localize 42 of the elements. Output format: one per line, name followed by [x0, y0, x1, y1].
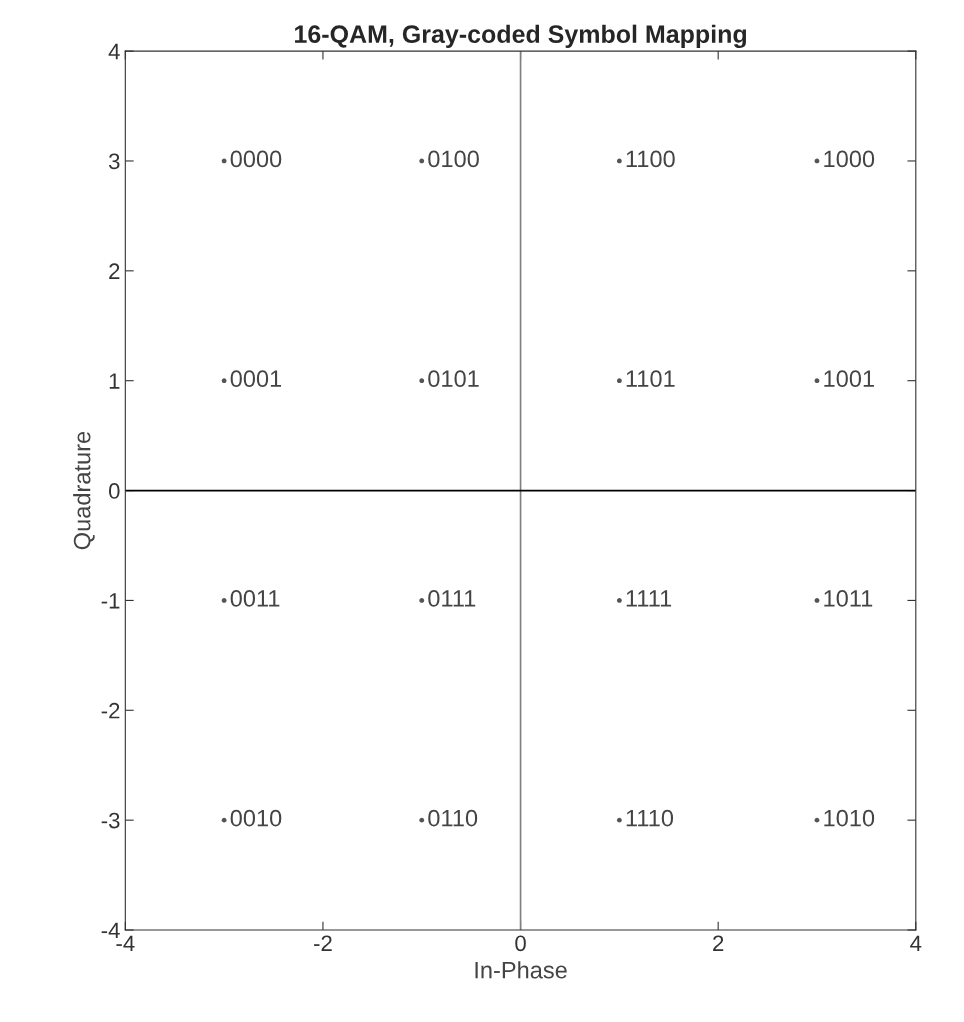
y-tick-label: 3 [108, 153, 120, 170]
annotation: 0000 [230, 150, 282, 168]
annotation: 1001 [824, 370, 874, 388]
annotation: 1110 [626, 809, 674, 827]
annotation: 0101 [428, 370, 479, 388]
point [419, 378, 425, 384]
point [419, 598, 425, 603]
point [616, 158, 622, 164]
chart-title: 16-QAM, Gray-coded Symbol Mapping [295, 24, 747, 49]
x-axis-title: In-Phase [475, 961, 567, 979]
annotation: 1111 [626, 590, 672, 607]
annotation: 1011 [824, 590, 873, 607]
y-tick-label: 4 [108, 43, 120, 60]
point [616, 598, 622, 603]
y-axis-title: Quadrature [73, 431, 95, 550]
annotation: 1000 [824, 150, 875, 168]
annotation: 0001 [230, 370, 282, 388]
y-tick-label: -2 [101, 702, 120, 719]
y-tick-label: 0 [108, 483, 120, 499]
annotation: 1101 [626, 370, 675, 388]
annotation: 1100 [626, 150, 675, 168]
annotation: 0011 [230, 590, 280, 607]
annotation: 0010 [230, 809, 282, 827]
point [814, 378, 820, 384]
point [419, 817, 425, 823]
x-tick-label: 4 [910, 935, 922, 951]
annotation: 0110 [428, 809, 478, 827]
y-tick-label: -1 [101, 593, 120, 609]
y-tick-label: 1 [109, 373, 120, 389]
point [616, 378, 622, 384]
point [221, 598, 227, 603]
annotation: 1010 [824, 809, 875, 827]
y-tick-label: 2 [109, 263, 120, 279]
x-tick-label: -2 [314, 935, 332, 951]
x-tick-label: 2 [713, 935, 724, 951]
point [616, 817, 622, 823]
x-tick-label: 0 [515, 935, 526, 952]
annotation: 0100 [428, 150, 479, 168]
annotation: 0111 [428, 590, 476, 607]
point [221, 378, 227, 384]
y-tick-label: -3 [101, 812, 120, 829]
point [419, 158, 425, 164]
